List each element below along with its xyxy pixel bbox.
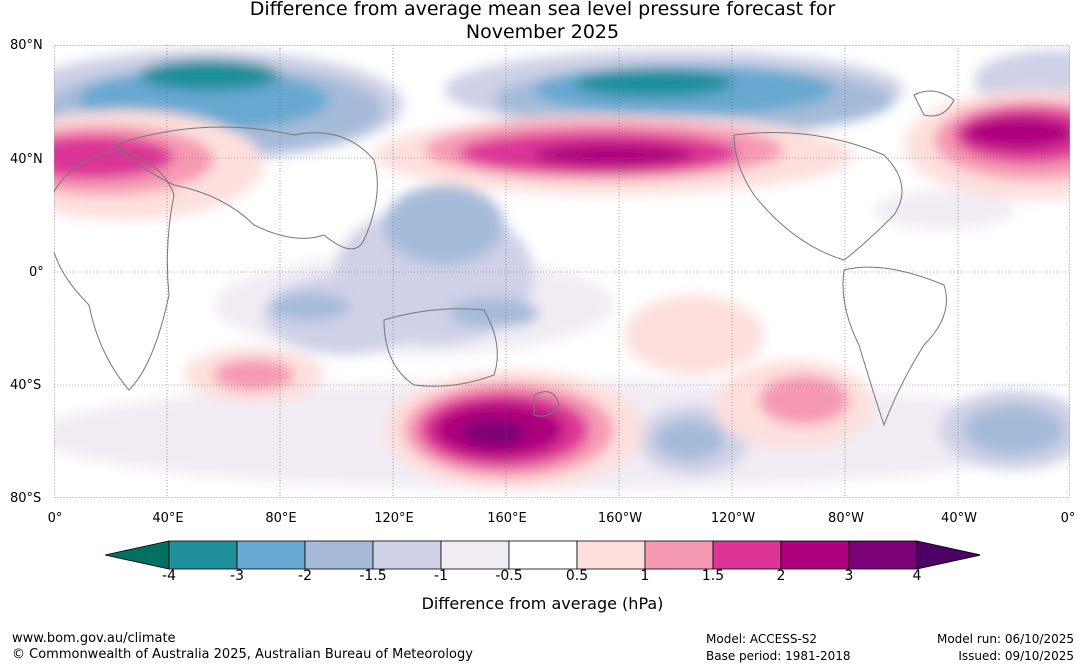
chart-title-line2: November 2025 (465, 21, 620, 43)
colorbar-tick-label: -0.5 (495, 568, 523, 584)
lon-label: 160°E (487, 511, 527, 526)
lat-label-80s: 80°S (10, 491, 42, 506)
lon-label: 120°W (710, 511, 756, 526)
colorbar-extend-high (916, 540, 980, 570)
colorbar-title: Difference from average (hPa) (421, 594, 664, 613)
lon-label: 40°E (152, 511, 184, 526)
chart-title-line1: Difference from average mean sea level p… (249, 0, 836, 20)
lon-label: 80°W (828, 511, 864, 526)
lon-label: 120°E (374, 511, 414, 526)
lon-label: 0° (1060, 511, 1076, 526)
lat-label-40s: 40°S (10, 378, 42, 393)
colorbar-swatch (236, 540, 306, 570)
colorbar-tick-label: -2 (298, 568, 312, 584)
pressure-anomaly-map (54, 45, 1070, 498)
colorbar-tick-label: -3 (230, 568, 244, 584)
coastlines (54, 90, 955, 427)
footer-url: www.bom.gov.au/climate (12, 631, 176, 646)
lat-label-80n: 80°N (10, 38, 43, 53)
footer-model-run: Model run: 06/10/2025 (936, 632, 1074, 646)
colorbar-swatch (168, 540, 238, 570)
lon-label: 0° (47, 511, 63, 526)
colorbar-tick-label: -1.5 (359, 568, 387, 584)
colorbar-swatch (712, 540, 782, 570)
lon-label: 160°W (597, 511, 643, 526)
footer-copyright: © Commonwealth of Australia 2025, Austra… (12, 647, 473, 662)
colorbar-tick-label: -4 (162, 568, 176, 584)
colorbar-swatch (576, 540, 646, 570)
colorbar-tick-label: 1.5 (701, 568, 725, 584)
footer-model: Model: ACCESS-S2 (706, 632, 818, 646)
colorbar-swatch (508, 540, 578, 570)
colorbar-swatch (848, 540, 918, 570)
colorbar-extend-low (105, 540, 170, 570)
colorbar-tick-label: 3 (844, 568, 854, 584)
colorbar-swatch (372, 540, 442, 570)
colorbar-tick-label: -1 (434, 568, 448, 584)
footer-base-period: Base period: 1981-2018 (706, 649, 851, 663)
lon-label: 80°E (265, 511, 297, 526)
colorbar-tick-label: 1 (640, 568, 650, 584)
lon-label: 40°W (941, 511, 977, 526)
footer-issued: Issued: 09/10/2025 (958, 649, 1074, 663)
colorbar-tick-label: 2 (776, 568, 786, 584)
lat-label-40n: 40°N (10, 152, 43, 167)
colorbar-tick-label: 0.5 (565, 568, 589, 584)
graticule (54, 45, 1070, 498)
colorbar-swatch (440, 540, 510, 570)
colorbar-swatch (780, 540, 850, 570)
lat-label-equator: 0° (29, 265, 44, 280)
colorbar-tick-label: 4 (912, 568, 922, 584)
colorbar (105, 540, 980, 570)
colorbar-swatch (644, 540, 714, 570)
colorbar-swatch (304, 540, 374, 570)
